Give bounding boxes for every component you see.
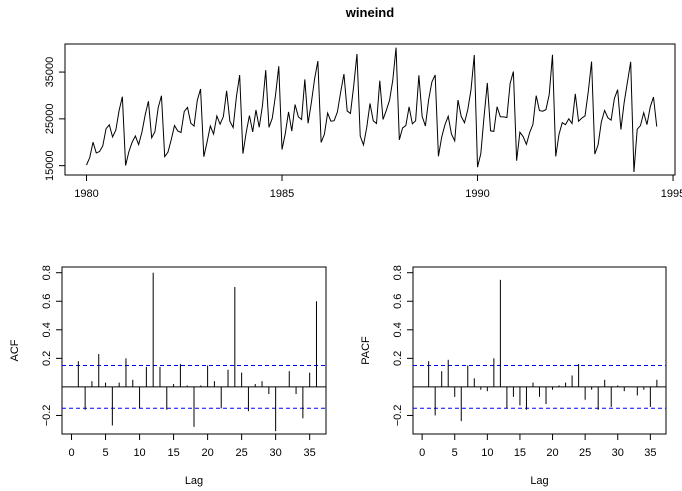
pacf-plot-frame: [412, 266, 667, 435]
series-y-tick-label: 35000: [44, 57, 56, 88]
series-y-tick-label: 15000: [44, 150, 56, 181]
pacf-x-tick-label: 10: [481, 447, 493, 459]
series-x-tick-label: 1995: [661, 188, 682, 200]
pacf-y-tick-label: −0.2: [392, 405, 404, 427]
acf-x-tick-label: 15: [167, 447, 179, 459]
pacf-panel: 0 5 10 15 20 25 30 35 −0.2 0.2 0.4 0.6 0.8 Lag PACF: [360, 265, 667, 487]
pacf-y-tick-label: 0.8: [392, 265, 404, 280]
acf-plot-frame: [61, 266, 327, 435]
acf-y-axis-label: ACF: [9, 339, 21, 361]
pacf-x-tick-label: 30: [612, 447, 624, 459]
series-x-tick-label: 1985: [270, 188, 294, 200]
series-series-line: [86, 47, 658, 172]
acf-x-tick-label: 35: [304, 447, 316, 459]
pacf-y-tick-label: 0.6: [392, 294, 404, 309]
series-plot-frame: [64, 43, 676, 176]
acf-y-tick-label: 0.6: [41, 294, 53, 309]
pacf-y-tick-label: 0.2: [392, 351, 404, 366]
series-panel: wineind 1980 1985 1990 1995 15000 25000 35000: [44, 5, 682, 200]
pacf-x-tick-label: 35: [644, 447, 656, 459]
pacf-x-tick-label: 15: [514, 447, 526, 459]
series-x-tick-label: 1980: [74, 188, 98, 200]
pacf-y-tick-label: 0.4: [392, 322, 404, 337]
acf-x-axis-label: Lag: [185, 475, 203, 487]
acf-y-tick-label: 0.8: [41, 265, 53, 280]
series-y-tick-label: 25000: [44, 104, 56, 135]
acf-x-tick-label: 20: [201, 447, 213, 459]
acf-y-tick-label: 0.4: [41, 322, 53, 337]
acf-y-tick-label: −0.2: [41, 405, 53, 427]
pacf-x-tick-label: 0: [419, 447, 425, 459]
acf-y-tick-label: 0.2: [41, 351, 53, 366]
series-x-tick-label: 1990: [465, 188, 489, 200]
pacf-y-axis-label: PACF: [360, 336, 372, 365]
acf-x-tick-label: 25: [236, 447, 248, 459]
pacf-x-axis-label: Lag: [530, 475, 548, 487]
series-title: wineind: [345, 5, 394, 20]
pacf-x-tick-label: 5: [452, 447, 458, 459]
acf-x-tick-label: 10: [133, 447, 145, 459]
pacf-x-tick-label: 25: [579, 447, 591, 459]
pacf-x-tick-label: 20: [546, 447, 558, 459]
acf-panel: 0 5 10 15 20 25 30 35 −0.2 0.2 0.4 0.6 0.8 Lag ACF: [9, 265, 327, 487]
acf-x-tick-label: 30: [270, 447, 282, 459]
acf-x-tick-label: 0: [68, 447, 74, 459]
acf-x-tick-label: 5: [102, 447, 108, 459]
